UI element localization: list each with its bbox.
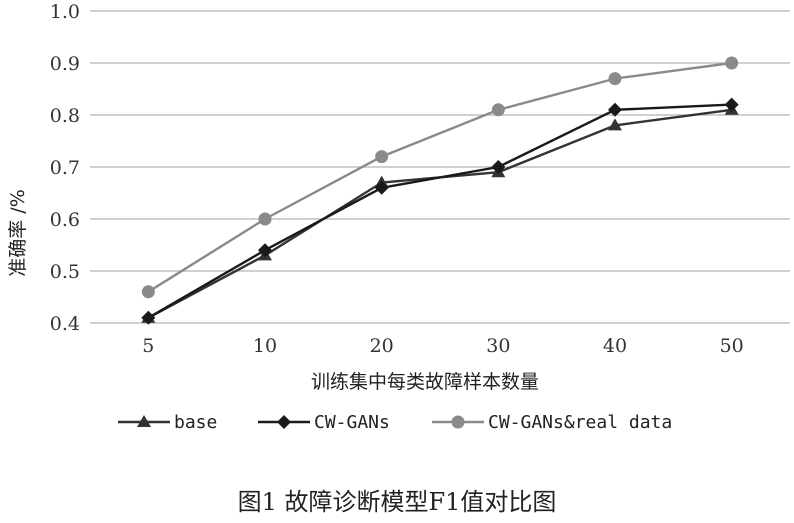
marker-circle [725,56,739,70]
y-tick-label: 0.8 [50,105,80,127]
marker-circle [258,212,272,226]
line-chart: 0.4 0.5 0.6 0.7 0.8 0.9 1.0 5 10 20 30 40 50 准确率 /%… [7,1,790,433]
y-tick-labels: 0.4 0.5 0.6 0.7 0.8 0.9 1.0 [50,1,80,335]
y-tick-label: 0.6 [50,209,80,231]
series-line [147,103,732,319]
marker-triangle [137,415,151,427]
marker-diamond [724,97,739,112]
x-tick-label: 10 [253,335,277,357]
marker-diamond [491,160,506,174]
series-markers [141,56,739,325]
y-axis-title: 准确率 /% [7,189,29,277]
series-lines [147,61,732,319]
marker-circle [608,72,622,86]
x-tick-label: 40 [603,335,627,357]
x-axis-title: 训练集中每类故障样本数量 [311,371,539,393]
x-tick-label: 50 [720,335,744,357]
marker-diamond [608,102,622,117]
legend-label: CW-GANs [314,412,390,433]
x-tick-label: 5 [142,335,154,357]
marker-triangle [608,118,622,131]
legend: base CW-GANs CW-GANs&real data [118,412,672,433]
legend-label: base [174,412,217,433]
series-line [147,61,732,293]
marker-diamond [258,243,272,258]
marker-diamond [277,415,291,429]
marker-diamond [374,180,389,195]
marker-diamond [141,310,156,325]
legend-label: CW-GANs&real data [488,412,672,433]
y-tick-label: 0.9 [50,53,80,75]
marker-circle [141,285,155,299]
marker-circle [451,415,465,429]
y-tick-label: 0.4 [50,313,80,335]
figure-caption: 图1 故障诊断模型F1值对比图 [237,488,557,516]
x-tick-label: 30 [486,335,510,357]
marker-circle [491,103,505,117]
x-tick-labels: 5 10 20 30 40 50 [142,335,743,357]
series-line [147,108,732,319]
x-tick-label: 20 [370,335,394,357]
y-tick-label: 0.5 [50,261,80,283]
y-tick-label: 1.0 [50,1,80,23]
gridlines [90,10,790,324]
y-tick-label: 0.7 [50,157,80,179]
marker-circle [375,150,389,164]
